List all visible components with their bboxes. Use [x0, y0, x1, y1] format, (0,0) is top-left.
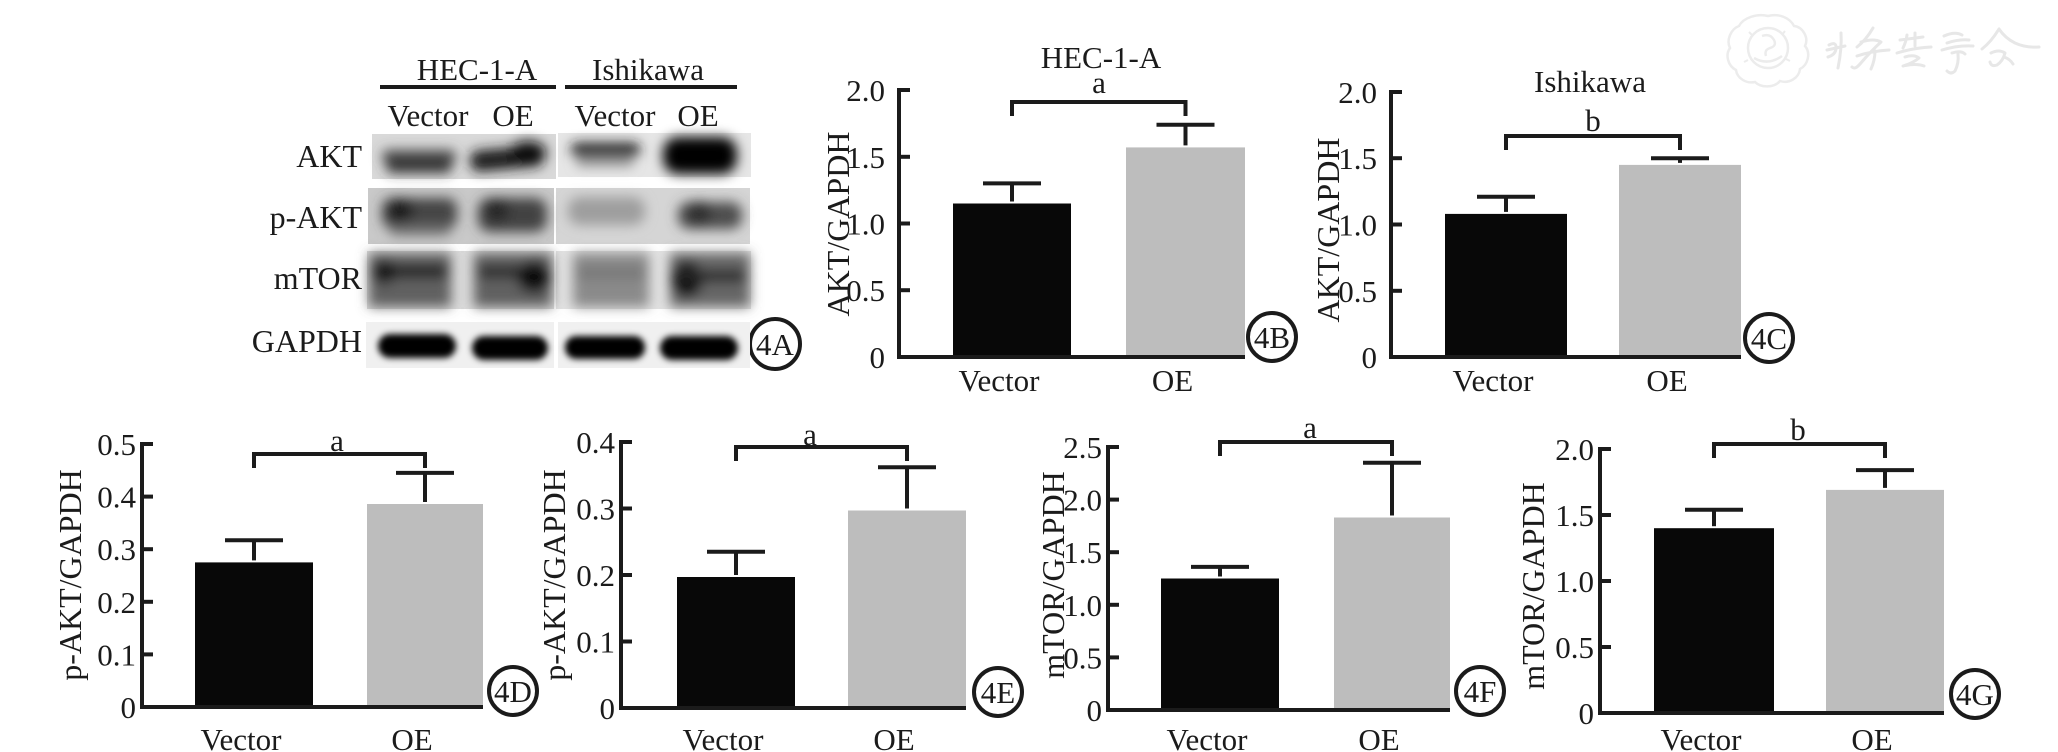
- svg-text:2.0: 2.0: [1338, 75, 1377, 110]
- svg-text:1.0: 1.0: [1555, 564, 1594, 599]
- svg-text:1.5: 1.5: [1338, 141, 1377, 176]
- svg-text:2.0: 2.0: [1555, 432, 1594, 467]
- svg-text:0.4: 0.4: [97, 480, 136, 515]
- svg-text:4D: 4D: [494, 674, 532, 709]
- svg-text:Vector: Vector: [1453, 363, 1535, 398]
- svg-text:HEC-1-A: HEC-1-A: [1041, 40, 1162, 75]
- svg-text:p-AKT: p-AKT: [270, 199, 363, 235]
- svg-text:Vector: Vector: [959, 363, 1041, 398]
- svg-text:1.5: 1.5: [1555, 498, 1594, 533]
- svg-text:OE: OE: [1358, 722, 1399, 752]
- svg-text:4C: 4C: [1751, 321, 1787, 356]
- svg-text:mTOR/GAPDH: mTOR/GAPDH: [1515, 482, 1551, 689]
- svg-text:1.5: 1.5: [1063, 535, 1102, 570]
- svg-text:0.5: 0.5: [1338, 274, 1377, 309]
- svg-text:0.5: 0.5: [1555, 630, 1594, 665]
- svg-text:0.3: 0.3: [576, 492, 615, 527]
- svg-text:4E: 4E: [981, 675, 1015, 710]
- svg-text:0.5: 0.5: [846, 273, 885, 308]
- svg-text:Vector: Vector: [201, 722, 283, 752]
- svg-text:4G: 4G: [1956, 677, 1994, 712]
- svg-text:a: a: [1303, 410, 1317, 445]
- svg-text:2.0: 2.0: [1063, 483, 1102, 518]
- svg-text:Vector: Vector: [1661, 722, 1743, 752]
- svg-text:OE: OE: [391, 722, 432, 752]
- svg-text:0.2: 0.2: [97, 585, 136, 620]
- svg-text:Vector: Vector: [388, 98, 470, 133]
- svg-text:0.3: 0.3: [97, 532, 136, 567]
- svg-text:0.2: 0.2: [576, 558, 615, 593]
- svg-text:2.0: 2.0: [846, 73, 885, 108]
- svg-text:GAPDH: GAPDH: [252, 323, 362, 359]
- svg-text:a: a: [1092, 65, 1106, 100]
- svg-text:2.5: 2.5: [1063, 430, 1102, 465]
- svg-text:1.0: 1.0: [1338, 208, 1377, 243]
- svg-text:AKT: AKT: [296, 138, 362, 174]
- svg-text:Vector: Vector: [683, 722, 765, 752]
- svg-text:p-AKT/GAPDH: p-AKT/GAPDH: [52, 469, 88, 681]
- svg-text:Vector: Vector: [575, 98, 657, 133]
- svg-text:0: 0: [600, 691, 616, 726]
- svg-text:0.5: 0.5: [1063, 640, 1102, 675]
- svg-text:HEC-1-A: HEC-1-A: [417, 52, 538, 87]
- svg-text:0: 0: [1087, 693, 1103, 728]
- svg-text:0.5: 0.5: [97, 427, 136, 462]
- svg-text:AKT/GAPDH: AKT/GAPDH: [820, 132, 856, 317]
- svg-text:1.5: 1.5: [846, 140, 885, 175]
- svg-text:4F: 4F: [1464, 674, 1497, 709]
- svg-text:OE: OE: [1646, 363, 1687, 398]
- svg-text:AKT/GAPDH: AKT/GAPDH: [1310, 138, 1346, 323]
- svg-text:Ishikawa: Ishikawa: [592, 52, 704, 87]
- svg-text:0: 0: [121, 690, 137, 725]
- svg-text:0: 0: [870, 340, 886, 375]
- svg-text:OE: OE: [1851, 722, 1892, 752]
- svg-text:0: 0: [1362, 340, 1378, 375]
- svg-text:OE: OE: [677, 98, 718, 133]
- svg-text:1.0: 1.0: [846, 207, 885, 242]
- svg-text:a: a: [330, 423, 344, 458]
- svg-text:Ishikawa: Ishikawa: [1534, 64, 1646, 99]
- svg-text:0: 0: [1579, 696, 1595, 731]
- svg-text:b: b: [1585, 103, 1601, 138]
- svg-text:OE: OE: [873, 722, 914, 752]
- svg-text:mTOR: mTOR: [274, 260, 363, 296]
- svg-text:0.1: 0.1: [97, 637, 136, 672]
- svg-text:Vector: Vector: [1167, 722, 1249, 752]
- svg-text:4B: 4B: [1254, 320, 1290, 355]
- svg-text:1.0: 1.0: [1063, 588, 1102, 623]
- svg-text:mTOR/GAPDH: mTOR/GAPDH: [1035, 471, 1071, 678]
- svg-text:p-AKT/GAPDH: p-AKT/GAPDH: [536, 469, 572, 681]
- svg-text:a: a: [803, 417, 817, 452]
- svg-text:4A: 4A: [756, 327, 795, 362]
- svg-text:0.4: 0.4: [576, 425, 615, 460]
- svg-text:b: b: [1790, 412, 1806, 447]
- svg-text:0.1: 0.1: [576, 625, 615, 660]
- svg-text:OE: OE: [492, 98, 533, 133]
- svg-text:OE: OE: [1152, 363, 1193, 398]
